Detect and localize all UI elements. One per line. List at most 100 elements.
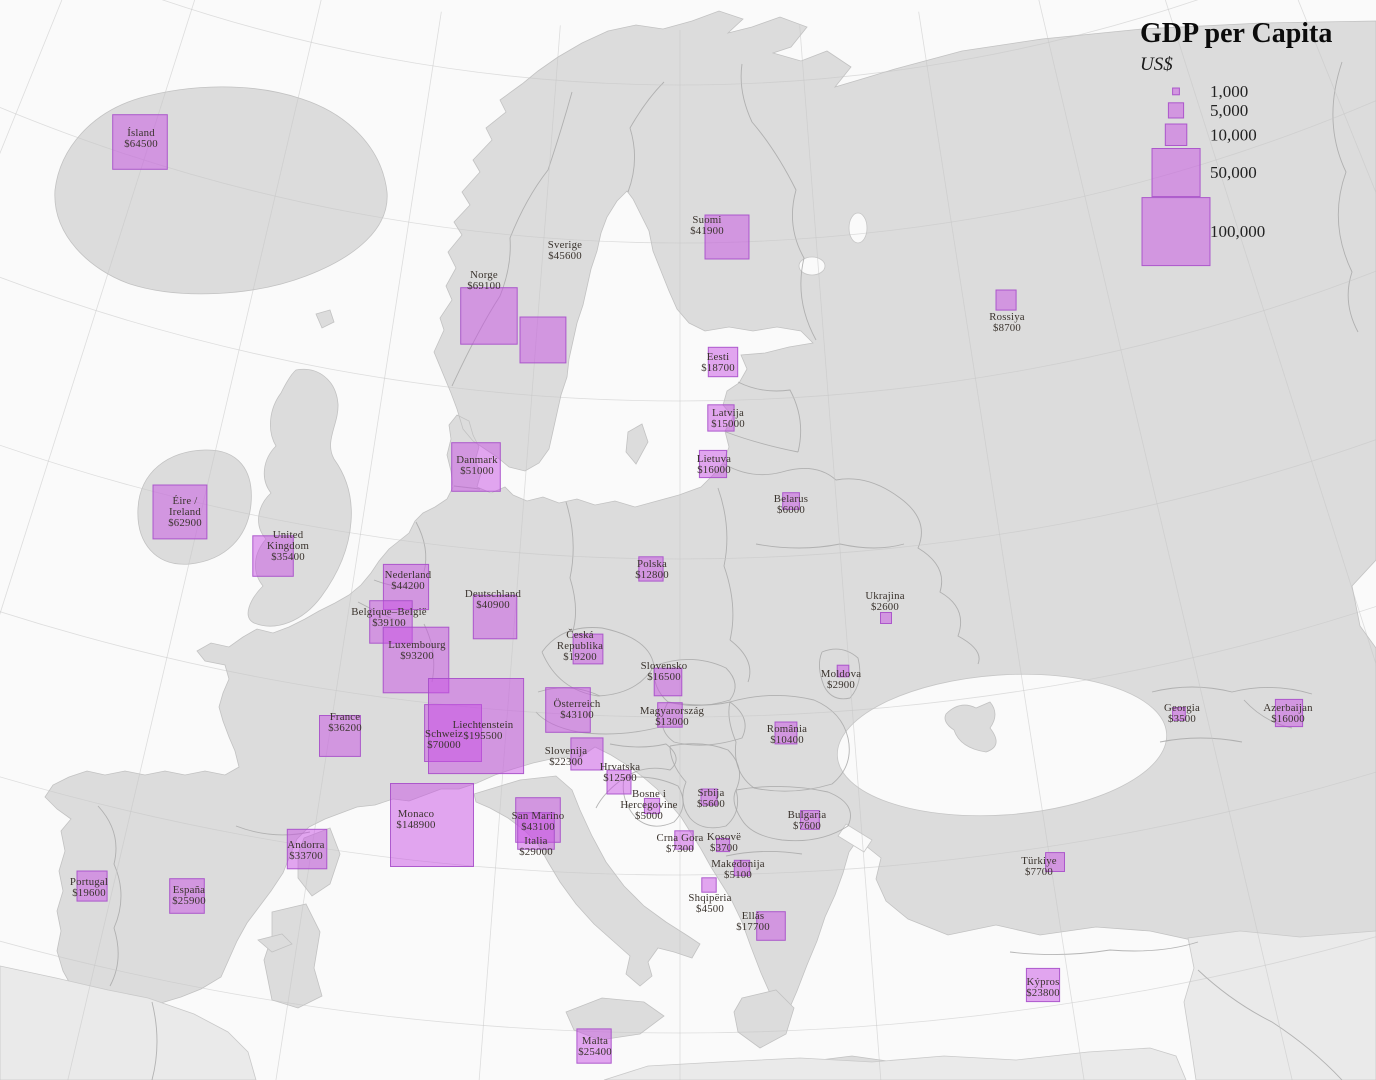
country-label: Österreich $43100: [554, 698, 601, 721]
graticule-meridian: [275, 11, 442, 1080]
country-label: Éire / Ireland $62900: [168, 495, 202, 529]
country-label: United Kingdom $35400: [267, 529, 310, 563]
lake-ladoga: [798, 256, 826, 276]
country-square: [707, 404, 735, 432]
country-square: [733, 859, 751, 877]
country-square: [704, 214, 750, 260]
legend-swatch: [1164, 123, 1188, 146]
country-border: [565, 501, 576, 635]
country-label: Hrvatska $12500: [600, 761, 641, 784]
country-square: [653, 667, 683, 697]
country-square: [995, 289, 1017, 311]
country-label: Lietuva $16000: [697, 453, 731, 476]
country-label: Sverige $45600: [548, 239, 582, 262]
country-square: [390, 783, 474, 867]
country-label: Rossiya $8700: [989, 311, 1025, 334]
country-label: Ellás $17700: [736, 910, 770, 933]
country-label: Norge $69100: [467, 269, 501, 292]
country-square: [782, 492, 800, 510]
country-square: [756, 911, 786, 941]
country-square: [800, 810, 820, 830]
graticule-meridian: [0, 0, 63, 155]
country-square: [460, 287, 518, 345]
country-label: Polska $12800: [635, 558, 669, 581]
country-label: Shqipëria $4500: [688, 892, 731, 915]
country-square: [519, 316, 567, 364]
graticule-meridian: [67, 0, 322, 1080]
country-square: [252, 535, 294, 577]
country-label: Ísland $64500: [124, 127, 158, 150]
graticule-meridian: [1297, 0, 1376, 194]
country-square: [606, 769, 632, 795]
island-sardinia: [263, 903, 323, 1009]
country-label: Azerbaijan $16000: [1263, 702, 1313, 725]
sea-of-marmara: [837, 823, 873, 853]
country-border: [819, 648, 861, 700]
country-label: France $36200: [328, 711, 362, 734]
country-border: [723, 463, 783, 476]
country-border: [627, 81, 665, 193]
country-border: [717, 487, 734, 641]
country-square: [545, 687, 591, 733]
country-square: [112, 114, 168, 170]
country-border: [733, 786, 851, 842]
country-square: [152, 484, 208, 540]
country-label: Srbija $5600: [697, 787, 725, 810]
country-border: [622, 776, 684, 827]
legend-item-label: 1,000: [1210, 82, 1248, 101]
black-sea: [836, 673, 1168, 817]
country-square: [657, 702, 683, 728]
country-square: [1025, 967, 1061, 1003]
country-border: [728, 695, 850, 792]
country-border: [781, 467, 901, 499]
island-mallorca: [257, 933, 293, 953]
peninsula-crimea: [944, 701, 997, 753]
country-label: Luxembourg $93200: [388, 639, 446, 662]
graticule-meridian: [1038, 0, 1293, 1080]
country-label: Schweiz $70000: [425, 728, 463, 751]
country-square: [286, 828, 328, 870]
country-square: [517, 812, 555, 850]
graticule-meridian: [0, 0, 196, 615]
country-square: [1274, 698, 1304, 728]
country-square: [428, 678, 525, 775]
country-border: [661, 701, 746, 746]
legend-swatch: [1141, 197, 1211, 267]
country-border: [1197, 969, 1343, 1080]
country-square: [472, 594, 518, 640]
country-label: Deutschland $40900: [465, 588, 522, 611]
country-label: Bulgaria $7600: [788, 809, 827, 832]
country-border: [899, 497, 980, 665]
country-border: [97, 805, 122, 987]
legend-swatch: [1167, 102, 1185, 119]
country-square: [836, 664, 850, 678]
country-border: [725, 850, 803, 857]
country-label: Moldova $2900: [821, 668, 861, 691]
legend-item-label: 5,000: [1210, 101, 1248, 120]
legend-swatch: [1151, 148, 1201, 198]
country-label: España $25900: [172, 884, 206, 907]
country-square: [774, 721, 798, 745]
country-border: [1151, 686, 1313, 695]
country-label: Kosovë $3700: [707, 831, 741, 854]
graticule-meridian: [918, 11, 1085, 1080]
country-label: Belarus $6000: [774, 493, 808, 516]
country-label: Nederland $44200: [385, 569, 432, 592]
island-faroe: [315, 309, 335, 329]
country-label: Monaco $148900: [396, 808, 435, 831]
country-label: Kýpros $23800: [1026, 976, 1060, 999]
country-label: Suomi $41900: [690, 214, 724, 237]
country-labels-layer: Ísland $64500 Norge $69100 Sverige $45600 Suom…: [70, 127, 1313, 1058]
country-square: [698, 449, 728, 479]
lake-onega: [848, 212, 868, 244]
legend-title: GDP per Capita: [1140, 18, 1332, 49]
legend-item-label: 100,000: [1210, 222, 1265, 241]
country-label: Magyarország $13000: [640, 705, 705, 728]
peninsula-peloponnese: [733, 989, 795, 1049]
country-square: [643, 797, 661, 815]
country-square: [674, 830, 694, 850]
